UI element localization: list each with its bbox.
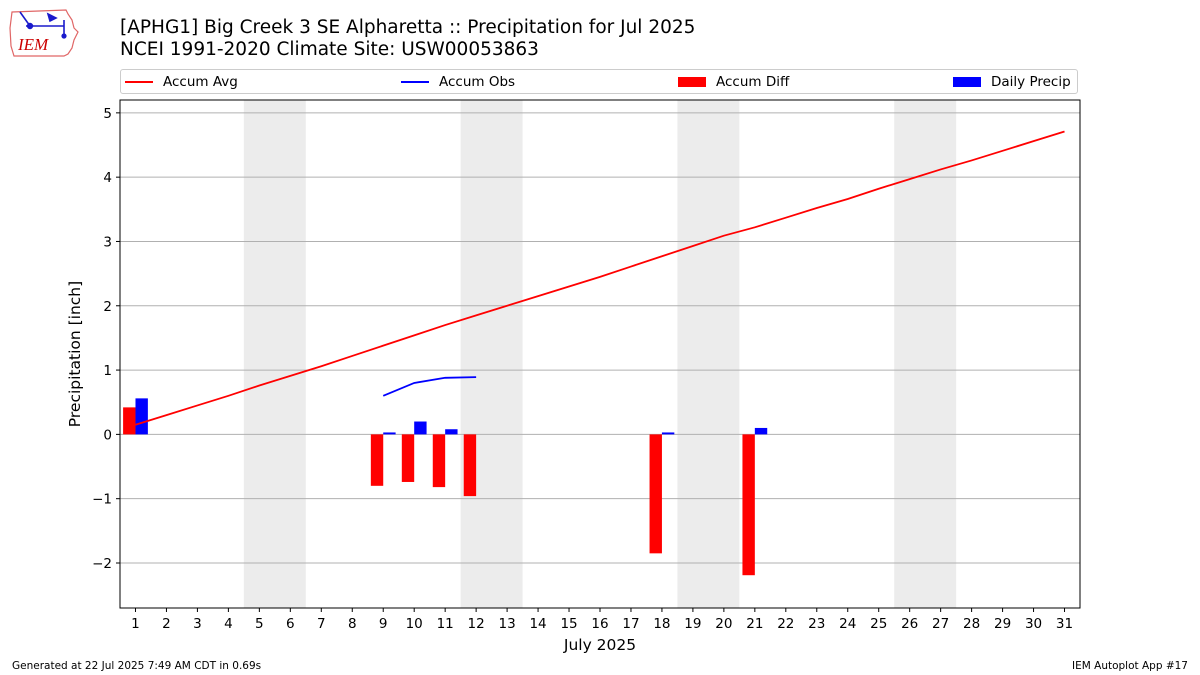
daily-precip-bar (414, 421, 427, 435)
chart-title: [APHG1] Big Creek 3 SE Alpharetta :: Pre… (120, 17, 695, 61)
legend-label-accum-avg: Accum Avg (163, 74, 238, 90)
x-tick-label: 7 (317, 616, 326, 632)
weekend-shading (243, 100, 957, 608)
x-tick-label: 15 (560, 616, 577, 632)
x-tick-label: 8 (348, 616, 357, 632)
y-tick-label: 4 (103, 170, 112, 186)
x-tick-label: 30 (1025, 616, 1042, 632)
x-tick-label: 27 (932, 616, 949, 632)
x-tick-label: 13 (499, 616, 516, 632)
x-tick-label: 22 (777, 616, 794, 632)
daily-precip-bar (754, 427, 768, 435)
x-tick-label: 26 (901, 616, 918, 632)
x-axis-label: July 2025 (563, 636, 636, 654)
legend-swatch-accum-avg (125, 81, 153, 83)
x-tick-label: 4 (224, 616, 233, 632)
accum-diff-bar (401, 434, 415, 482)
x-tick-label: 11 (437, 616, 454, 632)
iowa-map-outline (9, 9, 79, 57)
logo-text: IEM (17, 35, 49, 54)
daily-precip-bar (383, 432, 396, 435)
weekend-band-1 (243, 100, 306, 608)
accum-diff-bar (742, 434, 755, 576)
x-tick-label: 24 (839, 616, 856, 632)
chart-title-line2: NCEI 1991-2020 Climate Site: USW00053863 (120, 39, 539, 60)
x-tick-label: 19 (684, 616, 701, 632)
legend-label-accum-diff: Accum Diff (716, 74, 790, 90)
x-tick-label: 25 (870, 616, 887, 632)
accum-diff-bar (463, 434, 477, 497)
x-tick-label: 23 (808, 616, 825, 632)
legend-item-accum-obs: Accum Obs (401, 73, 515, 91)
accum-obs-line (382, 376, 477, 397)
accum-diff-bar (432, 434, 446, 488)
legend-item-daily-precip: Daily Precip (953, 73, 1071, 91)
x-axis: 1 2 3 4 5 6 7 8 9 10 11 12 13 14 15 16 17 18 19 20 21 22 23 24 2… (131, 608, 1073, 632)
x-tick-label: 6 (286, 616, 295, 632)
x-tick-label: 5 (255, 616, 264, 632)
footer-generated-text: Generated at 22 Jul 2025 7:49 AM CDT in … (12, 660, 262, 672)
lines (135, 130, 1065, 426)
legend-item-accum-diff: Accum Diff (678, 73, 789, 91)
x-tick-label: 16 (591, 616, 608, 632)
weather-station-icon (19, 11, 67, 39)
x-tick-label: 17 (622, 616, 639, 632)
accum-avg-line (135, 130, 1065, 426)
y-axis: −2 −1 0 1 2 3 4 5 (92, 106, 120, 572)
legend-label-daily-precip: Daily Precip (991, 74, 1071, 90)
gridlines (120, 112, 1080, 564)
legend-swatch-daily-precip (953, 77, 981, 87)
x-tick-label: 20 (715, 616, 732, 632)
daily-precip-bar (445, 429, 458, 435)
x-tick-label: 2 (162, 616, 171, 632)
y-tick-label: 1 (103, 363, 112, 379)
y-tick-label: 5 (103, 106, 112, 122)
x-tick-label: 3 (193, 616, 202, 632)
x-tick-label: 18 (653, 616, 670, 632)
accum-diff-bar (370, 434, 384, 486)
y-tick-label: −2 (92, 556, 112, 572)
bars (123, 398, 768, 576)
footer-app-text: IEM Autoplot App #17 (1072, 660, 1188, 672)
accum-diff-bar (649, 434, 662, 554)
x-tick-label: 29 (994, 616, 1011, 632)
x-tick-label: 31 (1056, 616, 1073, 632)
x-tick-label: 28 (963, 616, 980, 632)
legend-item-accum-avg: Accum Avg (125, 73, 238, 91)
y-tick-label: −1 (92, 492, 112, 508)
weekend-band-4 (894, 100, 957, 608)
weekend-band-2 (460, 100, 523, 608)
legend-label-accum-obs: Accum Obs (439, 74, 516, 90)
accum-diff-bar (123, 407, 136, 435)
daily-precip-bar (135, 398, 148, 435)
x-tick-label: 9 (379, 616, 388, 632)
y-axis-label: Precipitation [inch] (66, 281, 84, 427)
daily-precip-bar (661, 432, 675, 435)
x-tick-label: 1 (131, 616, 140, 632)
y-tick-label: 2 (103, 299, 112, 315)
x-tick-label: 21 (746, 616, 763, 632)
iem-logo: IEM (9, 9, 79, 57)
x-tick-label: 12 (468, 616, 485, 632)
chart-legend: Accum Avg Accum Obs Accum Diff Daily Pre… (120, 69, 1078, 94)
legend-swatch-accum-diff (678, 77, 706, 87)
x-tick-label: 10 (406, 616, 423, 632)
y-tick-label: 3 (103, 234, 112, 250)
weekend-band-3 (677, 100, 740, 608)
x-tick-label: 14 (529, 616, 546, 632)
y-tick-label: 0 (103, 427, 112, 443)
chart-title-line1: [APHG1] Big Creek 3 SE Alpharetta :: Pre… (120, 17, 696, 38)
legend-swatch-accum-obs (401, 81, 429, 83)
